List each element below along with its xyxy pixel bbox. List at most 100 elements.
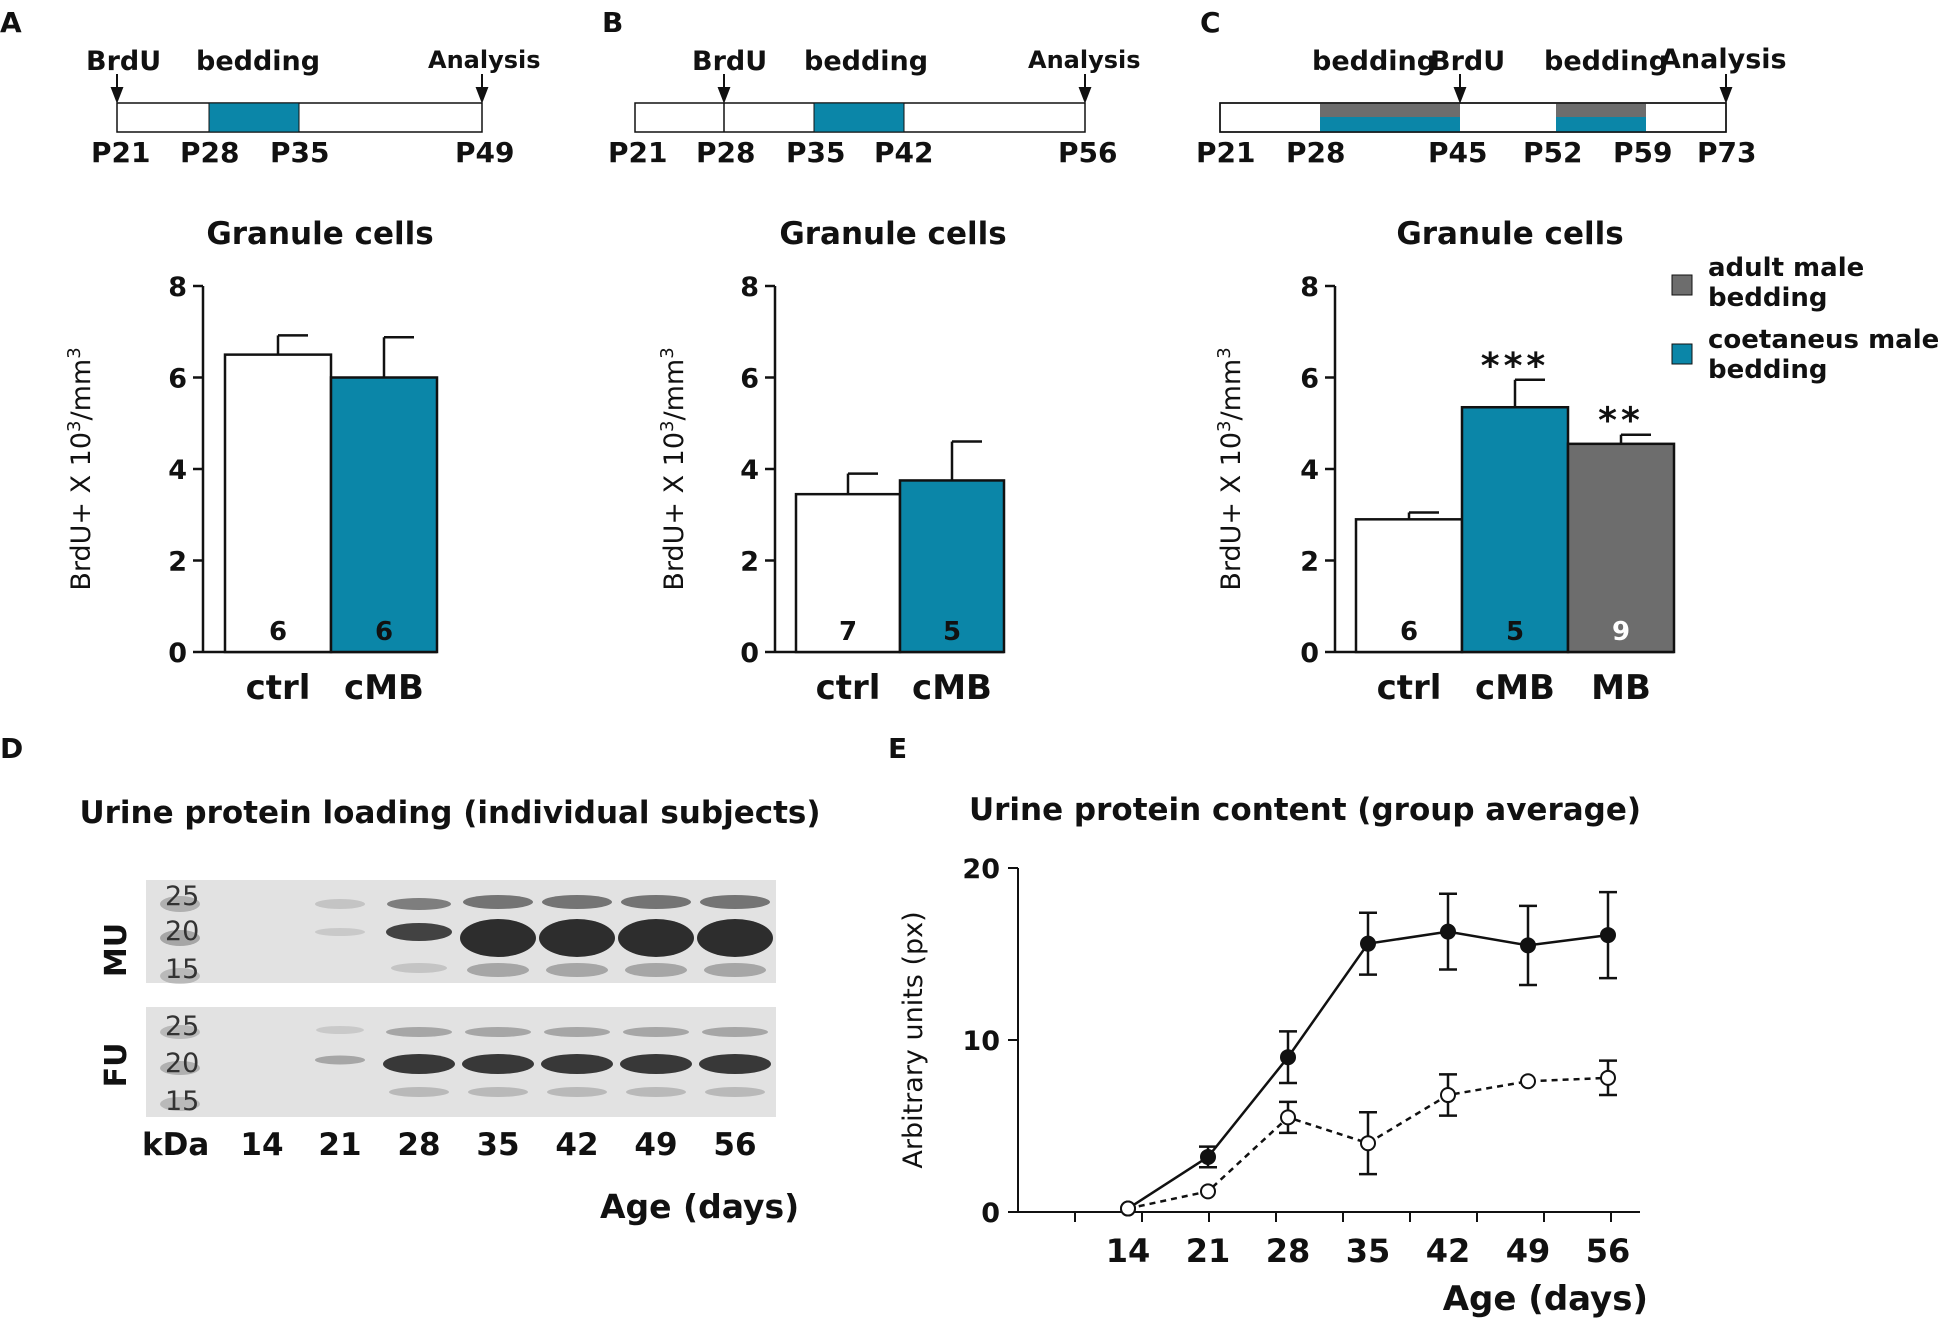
gel-fu-marker-25: 25 <box>165 1011 199 1042</box>
timeline-b-analysis-arrow <box>1078 74 1092 104</box>
gel-kda-label: kDa <box>142 1127 209 1163</box>
timeline-c-brdu-arrow <box>1453 74 1467 104</box>
gel-band <box>547 1087 607 1097</box>
y-tick-label: 8 <box>1300 272 1319 303</box>
y-axis-label: BrdU+ X 103/mm3 <box>1214 347 1247 590</box>
data-point-open <box>1120 1200 1136 1217</box>
line-chart-e: 0 10 20 14 21 28 35 42 49 56 Arbitrary units (px) A… <box>898 854 1648 1319</box>
timeline-c-bedding1-teal <box>1320 117 1460 132</box>
timeline-b-bedding-label: bedding <box>804 46 928 77</box>
timeline-c-bedding1-label: bedding <box>1312 46 1436 77</box>
timeline-c-frame <box>1219 102 1727 133</box>
timeline-a-bedding-block <box>208 102 300 133</box>
y-tick-label: 4 <box>740 455 759 486</box>
y-tick-label: 0 <box>1300 638 1319 669</box>
gel-lane-label: 42 <box>555 1127 598 1163</box>
chart-b-title: Granule cells <box>779 216 1006 252</box>
panel-letter-b: B <box>602 6 623 39</box>
timeline-c-tick-p59: P59 <box>1613 136 1673 169</box>
gel-lane-label: 14 <box>240 1127 283 1163</box>
y-tick-label: 4 <box>168 455 187 486</box>
gel-band <box>623 1027 689 1037</box>
gel-band <box>705 1087 765 1097</box>
timeline-c-bedding1-gray <box>1320 103 1460 117</box>
y-tick-label: 20 <box>962 854 1000 885</box>
timeline-b: BrdU bedding Analysis P21 P28 P35 P42 P5… <box>608 46 1141 169</box>
gel-fu-marker-20: 20 <box>165 1048 199 1079</box>
timeline-a-brdu-label: BrdU <box>86 46 161 77</box>
y-tick-label: 6 <box>168 364 187 395</box>
y-axis-label-part: /mm <box>66 359 97 421</box>
gel-band <box>460 919 536 957</box>
gel-title: Urine protein loading (individual subjec… <box>79 795 820 831</box>
timeline-a-analysis-arrow <box>475 74 489 104</box>
gel-mu-marker-20: 20 <box>165 916 199 947</box>
bar-n-label: 5 <box>943 617 961 647</box>
timeline-a-bedding-label: bedding <box>196 46 320 77</box>
panel-letter-e: E <box>888 732 907 765</box>
gel-band <box>387 898 451 910</box>
gel-band <box>463 895 533 909</box>
y-axis-label: BrdU+ X 103/mm3 <box>657 347 690 590</box>
x-tick-label: 28 <box>1266 1232 1311 1270</box>
x-tick-label: 56 <box>1586 1232 1631 1270</box>
bar-cMB <box>898 479 1006 654</box>
timeline-a-tick-p49: P49 <box>455 136 515 169</box>
bar-n-label: 5 <box>1506 617 1524 647</box>
gel-lane-labels: 14 21 28 35 42 49 56 <box>240 1127 756 1163</box>
data-point-open <box>1440 1087 1456 1104</box>
y-tick-label: 6 <box>740 364 759 395</box>
data-point-filled <box>1520 937 1536 954</box>
significance-stars: *** <box>1481 346 1549 387</box>
timeline-a-tick-p21: P21 <box>91 136 151 169</box>
y-tick-label: 6 <box>1300 364 1319 395</box>
timeline-c-bedding2-label: bedding <box>1544 46 1668 77</box>
gel-row-label-fu: FU <box>99 1043 134 1088</box>
x-tick-label: 42 <box>1426 1232 1471 1270</box>
gel-lane-label: 21 <box>318 1127 361 1163</box>
y-tick-label: 2 <box>740 547 759 578</box>
y-axis-label-part: /mm <box>659 359 690 421</box>
y-axis-label-part: 3 <box>64 347 85 358</box>
timeline-a-analysis-label: Analysis <box>428 46 541 74</box>
gel-marker-band <box>160 930 200 946</box>
gel-band <box>541 1054 613 1074</box>
bar-n-label: 7 <box>839 617 857 647</box>
gel-band <box>621 895 691 909</box>
y-axis-label: Arbitrary units (px) <box>898 911 929 1168</box>
gel-lane-label: 56 <box>713 1127 756 1163</box>
gel-marker-band <box>160 968 200 984</box>
gel-row-label-mu: MU <box>99 923 134 977</box>
y-axis-label-part: BrdU+ X 10 <box>66 432 97 591</box>
gel-lane-label: 35 <box>476 1127 519 1163</box>
gel-marker-band <box>160 1061 200 1075</box>
gel-band <box>702 1027 768 1037</box>
legend-swatch-coetaneus <box>1671 343 1693 365</box>
data-point-open <box>1600 1069 1616 1086</box>
y-tick-label: 4 <box>1300 455 1319 486</box>
x-category-label: cMB <box>1475 668 1555 708</box>
bar-MB <box>1566 442 1676 654</box>
timeline-c-bar <box>1219 102 1727 133</box>
x-category-label: ctrl <box>246 668 311 708</box>
y-tick-label: 2 <box>1300 547 1319 578</box>
bar-ctrl <box>794 492 902 654</box>
significance-stars: ** <box>1598 401 1644 442</box>
x-category-label: cMB <box>344 668 424 708</box>
x-category-label: cMB <box>912 668 992 708</box>
panel-letter-d: D <box>0 732 23 765</box>
gel-mu-marker-25: 25 <box>165 881 199 912</box>
legend-label-coetaneus-1: coetaneus male <box>1708 325 1939 355</box>
gel-marker-band <box>160 1025 200 1039</box>
bar-cMB <box>329 376 439 654</box>
x-axis-label: Age (days) <box>1443 1279 1648 1319</box>
bar-n-label: 6 <box>1400 617 1418 647</box>
gel-mu-marker-15: 15 <box>165 954 199 985</box>
data-point-open <box>1280 1109 1296 1126</box>
gel-band <box>391 963 447 973</box>
timeline-c-tick-p28: P28 <box>1286 136 1346 169</box>
gel-band <box>465 1027 531 1037</box>
y-axis-label-part: 3 <box>64 421 85 432</box>
x-category-label: MB <box>1591 668 1651 708</box>
gel-band <box>697 919 773 957</box>
